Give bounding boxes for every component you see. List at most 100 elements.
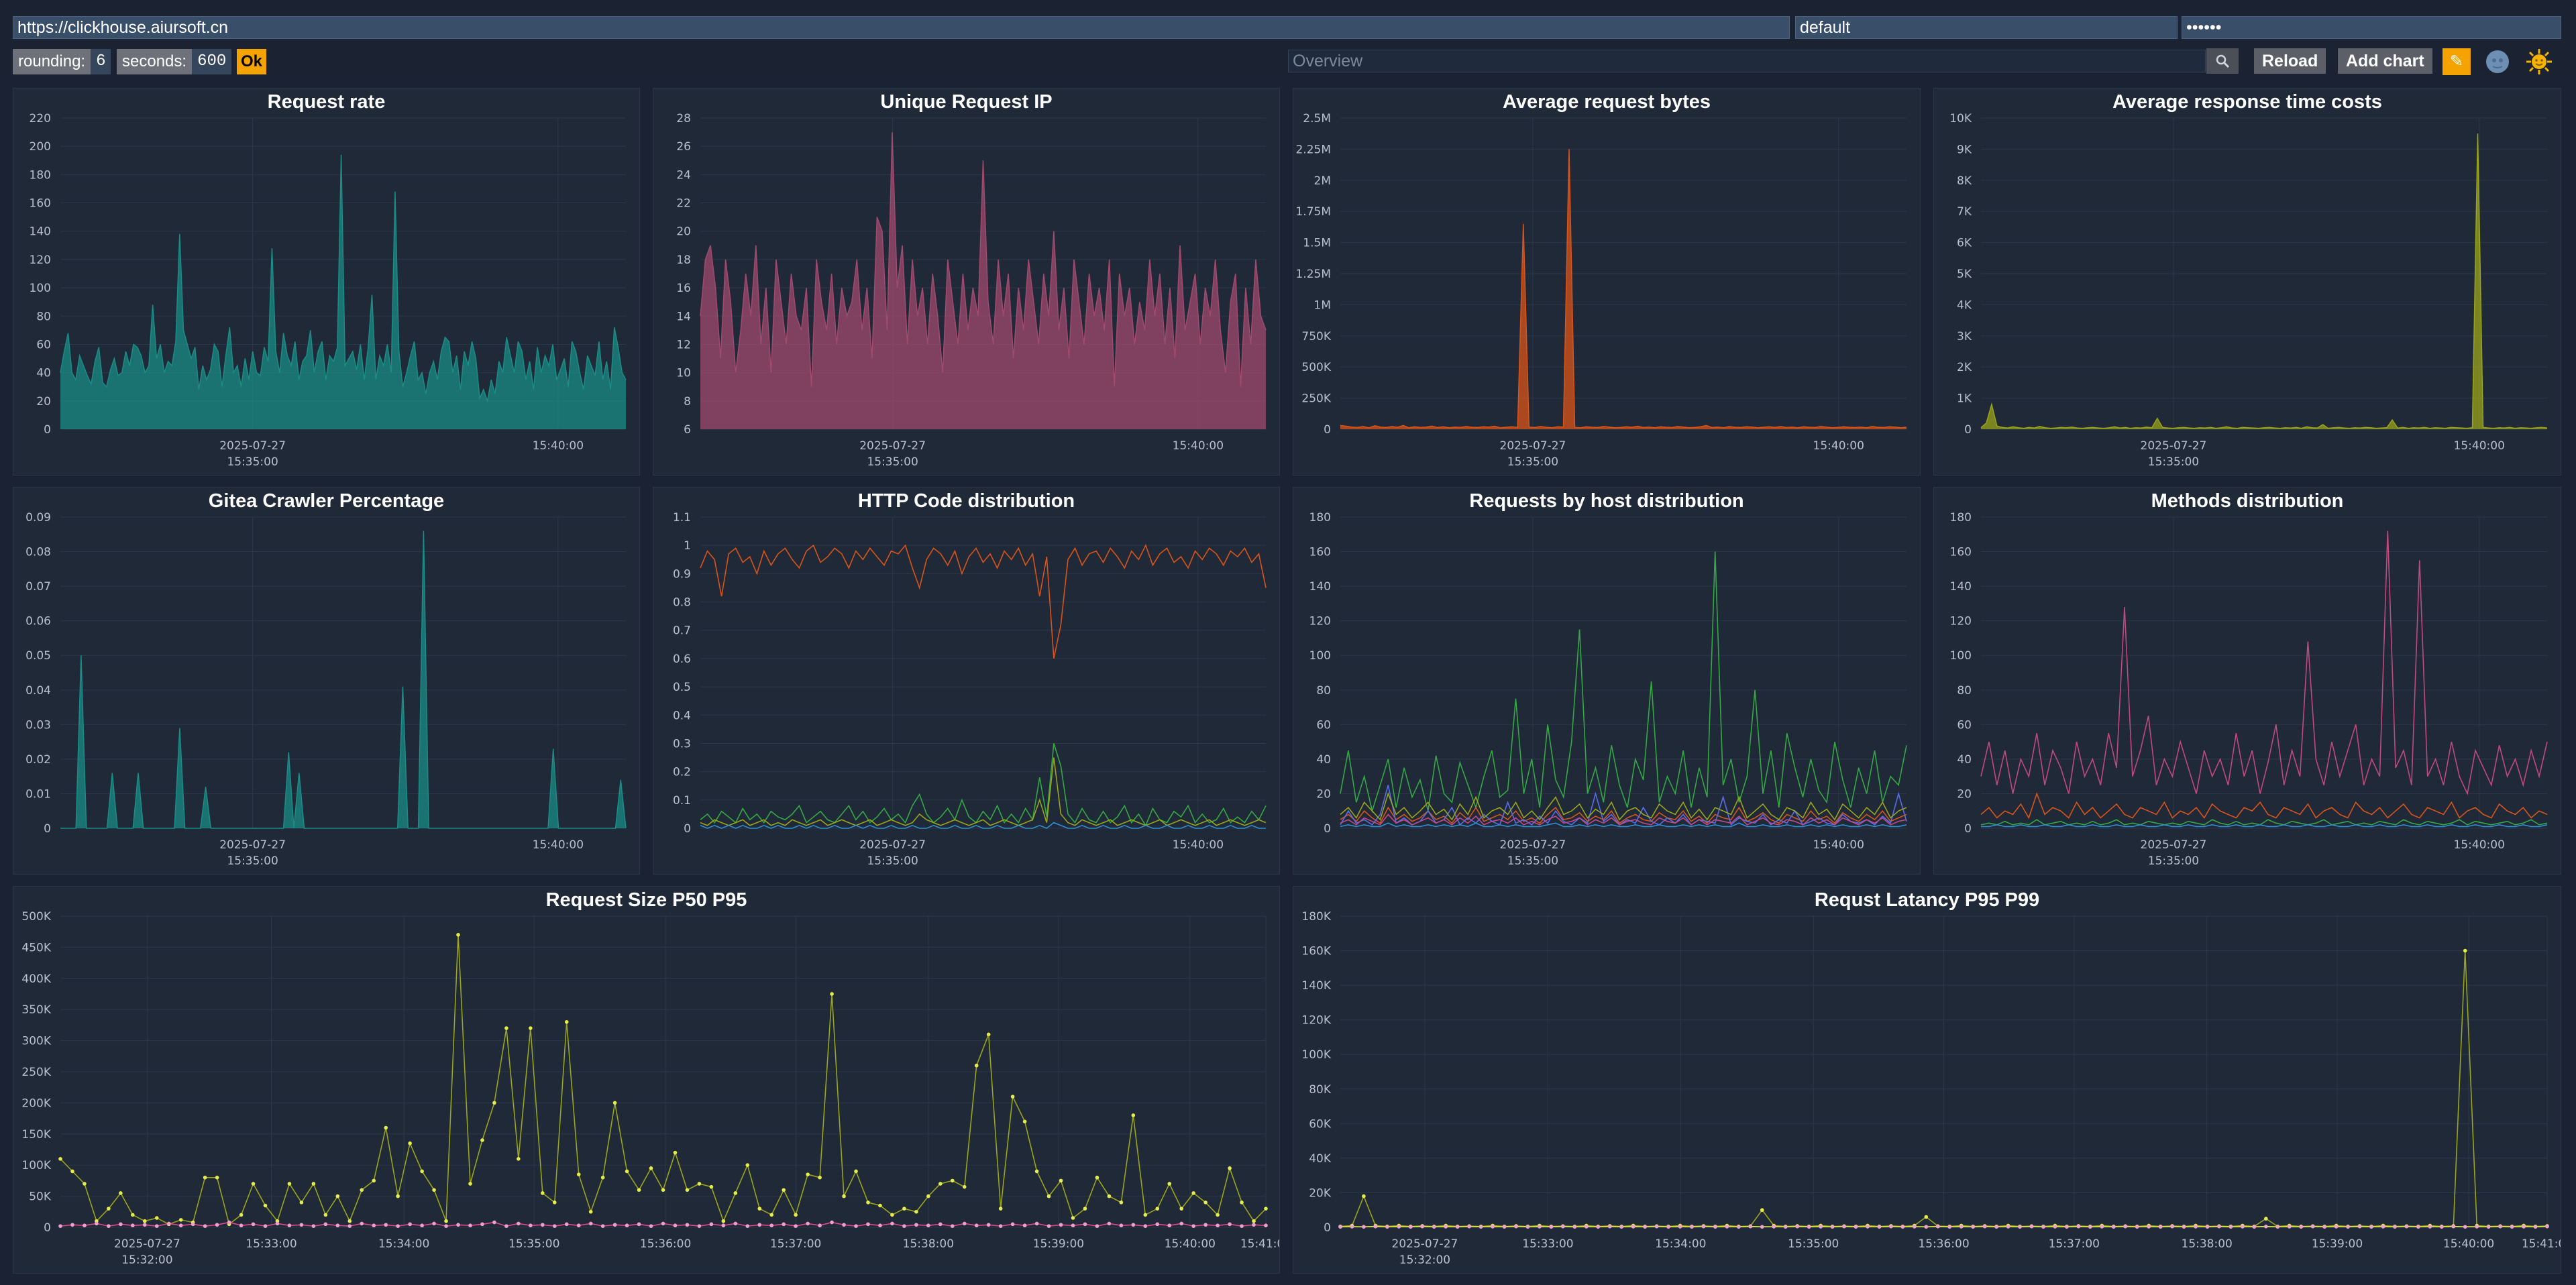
data-point	[203, 1224, 207, 1228]
y-tick-label: 500K	[1301, 361, 1331, 374]
y-tick-label: 6	[684, 423, 691, 437]
data-point	[926, 1223, 930, 1228]
moon-icon[interactable]	[2484, 48, 2511, 75]
user-input[interactable]	[1795, 16, 2178, 39]
data-point	[360, 1188, 364, 1192]
data-point	[830, 992, 834, 996]
add-chart-button[interactable]: Add chart	[2338, 48, 2432, 74]
data-point	[2029, 1224, 2034, 1229]
y-tick-label: 0.01	[25, 787, 51, 801]
data-point	[1538, 1225, 1542, 1229]
x-tick-label: 15:35:00	[2148, 455, 2199, 469]
series-line-3	[1340, 791, 1907, 821]
data-point	[2510, 1225, 2514, 1229]
x-tick-label: 15:37:00	[770, 1237, 821, 1251]
data-point	[1408, 1225, 1413, 1229]
data-point	[2369, 1225, 2373, 1229]
y-tick-label: 80	[1957, 684, 1972, 697]
data-point	[2123, 1224, 2128, 1229]
y-tick-label: 120	[1950, 615, 1972, 628]
chart-svg-unique-ip: 6 8 10 12 14 16 18 20 22 24 26 28 2025-07-27 15:35:00…	[676, 112, 1267, 469]
data-point	[1252, 1223, 1256, 1227]
data-point	[1748, 1224, 1753, 1229]
chart-svg-avg-request-bytes: 0 250K 500K 750K 1M 1.25M 1.5M 1.75M 2M 2.25M 2.5M…	[1295, 112, 1907, 469]
data-point	[1107, 1194, 1112, 1198]
x-tick-label: 15:39:00	[1033, 1237, 1084, 1251]
x-tick-label: 15:34:00	[378, 1237, 429, 1251]
data-point	[806, 1221, 810, 1226]
data-point	[239, 1213, 244, 1217]
y-tick-label: 1K	[1957, 392, 1972, 406]
y-tick-label: 20	[1957, 787, 1972, 801]
data-point	[1143, 1213, 1148, 1217]
y-tick-label: 160	[1309, 546, 1331, 559]
data-point	[1877, 1225, 1882, 1229]
data-point	[347, 1224, 352, 1228]
data-point	[950, 1178, 955, 1183]
x-tick-label: 2025-07-27	[219, 838, 286, 852]
data-point	[625, 1169, 629, 1174]
rounding-value[interactable]: 6	[91, 49, 111, 74]
data-point	[1690, 1225, 1694, 1229]
data-point	[83, 1223, 87, 1228]
data-point	[998, 1207, 1003, 1211]
y-tick-label: 8	[684, 395, 691, 408]
data-point	[347, 1219, 352, 1223]
data-point	[794, 1213, 798, 1217]
data-point	[721, 1219, 726, 1223]
data-point	[2451, 1224, 2456, 1229]
chart-title: Gitea Crawler Percentage	[208, 490, 445, 512]
chart-panel-http-code: 0 0.1 0.2 0.3 0.4 0.5 0.6 0.7 0.8 0.9 1 1.1 2025-07-…	[653, 487, 1280, 875]
data-point	[2357, 1224, 2362, 1229]
x-tick-label: 15:38:00	[2182, 1237, 2233, 1251]
data-point	[1010, 1222, 1015, 1227]
y-tick-label: 180K	[1301, 910, 1331, 924]
data-point	[974, 1063, 979, 1068]
data-point	[661, 1221, 665, 1226]
y-tick-label: 0	[1964, 822, 1972, 836]
x-tick-label: 15:34:00	[1655, 1237, 1706, 1251]
ok-button[interactable]: Ok	[237, 49, 267, 74]
data-point	[1432, 1225, 1436, 1229]
x-tick-label: 15:38:00	[903, 1237, 954, 1251]
data-point	[1083, 1222, 1087, 1227]
x-tick-label: 15:39:00	[2312, 1237, 2363, 1251]
data-point	[1643, 1225, 1647, 1229]
data-point	[70, 1169, 74, 1174]
data-point	[432, 1221, 436, 1226]
search-button[interactable]	[2206, 48, 2239, 74]
x-tick-label: 2025-07-27	[859, 439, 926, 453]
data-point	[166, 1221, 171, 1226]
data-point	[818, 1223, 822, 1228]
x-tick-label: 15:40:00	[1813, 838, 1864, 852]
sun-icon[interactable]	[2526, 48, 2553, 75]
y-tick-label: 80	[36, 310, 51, 323]
data-point	[576, 1223, 581, 1228]
data-point	[938, 1222, 943, 1227]
data-point	[58, 1157, 62, 1161]
y-tick-label: 24	[676, 168, 691, 182]
data-point	[408, 1222, 412, 1227]
data-point	[1572, 1225, 1577, 1229]
seconds-value[interactable]: 600	[192, 49, 232, 74]
data-point	[2463, 948, 2467, 953]
y-tick-label: 160K	[1301, 945, 1331, 958]
password-input[interactable]	[2182, 16, 2561, 39]
pencil-icon: ✎	[2449, 52, 2464, 70]
y-tick-label: 0.05	[25, 649, 51, 663]
chart-panel-request-rate: 0 20 40 60 80 100 120 140 160 180 200 220 2025-07-27…	[13, 88, 640, 476]
data-point	[372, 1178, 376, 1183]
data-point	[1131, 1113, 1136, 1117]
data-point	[1071, 1216, 1075, 1220]
reload-button[interactable]: Reload	[2254, 48, 2326, 74]
data-point	[1502, 1225, 1507, 1229]
url-input[interactable]	[13, 16, 1790, 39]
y-tick-label: 120	[30, 254, 51, 267]
data-point	[468, 1182, 472, 1186]
edit-button[interactable]: ✎	[2443, 48, 2471, 75]
search-input[interactable]	[1288, 50, 2206, 72]
data-point	[456, 933, 460, 937]
y-tick-label: 2M	[1314, 174, 1331, 188]
data-point	[311, 1182, 316, 1186]
data-point	[504, 1026, 508, 1030]
